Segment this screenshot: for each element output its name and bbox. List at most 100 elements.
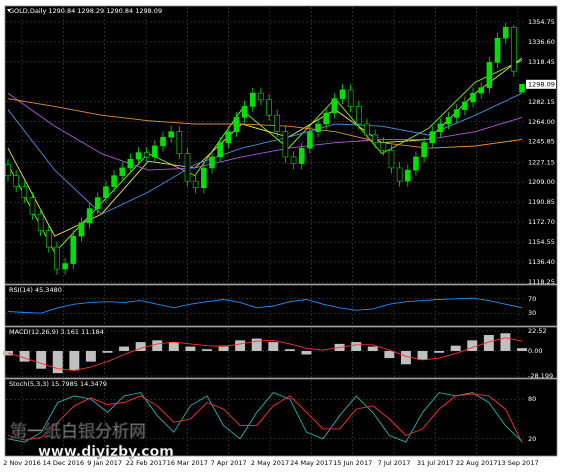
candle-body <box>266 99 272 116</box>
macd-bar <box>434 350 445 353</box>
macd-bar <box>367 346 378 351</box>
candle-body <box>258 92 264 101</box>
y-tick-label: 1118.25 <box>528 278 555 286</box>
macd-bar <box>168 342 179 351</box>
x-tick-label: 2 Nov 2016 <box>3 459 41 467</box>
line <box>7 392 523 443</box>
candle-body <box>494 37 501 63</box>
candle-body <box>307 131 313 149</box>
candle-body <box>339 89 346 99</box>
candle-body <box>201 167 207 189</box>
macd-bar <box>251 338 262 351</box>
candle-body <box>103 186 109 198</box>
candle-body <box>168 131 174 138</box>
candle-body <box>54 246 60 270</box>
macd-bar <box>69 350 80 371</box>
candle-body <box>331 98 338 114</box>
candle-body <box>486 62 493 88</box>
candle-body <box>470 92 476 103</box>
candle-body <box>209 156 215 169</box>
macd-bar <box>102 350 113 353</box>
y-tick-label: 1282.15 <box>528 98 555 106</box>
panel-title: MACD(12,26,9) 3.161 11.184 <box>9 328 104 336</box>
macd-bar <box>85 350 96 362</box>
y-tick-label: 70 <box>528 295 536 303</box>
y-tick-label: 1209.00 <box>528 178 555 186</box>
x-tick-label: 7 Jul 2017 <box>378 459 411 467</box>
candle-body <box>413 156 419 171</box>
candle-body <box>388 150 395 169</box>
macd-bar <box>351 342 362 351</box>
panel <box>4 378 558 457</box>
macd-bar <box>301 350 312 355</box>
candle-body <box>453 109 460 118</box>
macd-bar <box>36 350 47 369</box>
x-tick-label: 2 May 2017 <box>251 459 289 467</box>
candle-body <box>511 26 517 72</box>
candle-body <box>37 213 44 231</box>
candle-body <box>21 186 28 198</box>
x-tick-label: 16 Mar 2017 <box>167 459 208 467</box>
candle-body <box>184 153 191 182</box>
panel-title: RSI(14) 45.3480 <box>9 286 62 294</box>
y-tick-label: -28.199 <box>528 372 553 380</box>
line <box>7 297 523 314</box>
candle-body <box>429 131 436 143</box>
candle-body <box>70 235 77 264</box>
x-tick-label: 15 Jun 2017 <box>333 459 372 467</box>
y-tick-label: 1264.00 <box>528 118 555 126</box>
candle-body <box>225 131 232 143</box>
line <box>7 92 523 215</box>
macd-bar <box>517 348 527 351</box>
macd-bar <box>52 350 63 374</box>
candle-body <box>274 114 281 132</box>
x-tick-label: 24 May 2017 <box>290 459 332 467</box>
candle-body <box>356 106 362 125</box>
macd-bar <box>201 349 212 351</box>
current-price: 1298.09 <box>528 80 555 88</box>
candle-body <box>127 158 134 169</box>
y-tick-label: 20 <box>528 435 536 443</box>
macd-bar <box>417 350 428 360</box>
macd-bar <box>185 346 196 351</box>
panel <box>4 284 558 327</box>
candle-body <box>78 222 85 237</box>
candle-body <box>217 142 223 158</box>
candle-body <box>192 180 199 189</box>
x-tick-label: 22 Feb 2017 <box>126 459 166 467</box>
candle-body <box>347 89 354 107</box>
candle-body <box>176 131 183 154</box>
y-tick-label: 0.00 <box>528 347 542 355</box>
candle-body <box>45 230 52 248</box>
macd-bar <box>284 349 295 351</box>
candle-body <box>519 83 525 93</box>
candle-body <box>135 152 142 160</box>
y-tick-label: 1245.85 <box>528 138 555 146</box>
y-tick-label: 1172.70 <box>528 218 555 226</box>
candle-body <box>249 92 256 107</box>
candle-body <box>119 167 126 176</box>
candle-body <box>445 117 452 125</box>
macd-bar <box>500 333 511 351</box>
y-tick-label: 80 <box>528 395 536 403</box>
candle-body <box>143 152 150 158</box>
candle-body <box>380 142 387 151</box>
candle-body <box>462 101 468 110</box>
macd-bar <box>467 340 478 351</box>
macd-bar <box>384 350 395 359</box>
candle-body <box>478 87 485 94</box>
y-tick-label: 1227.15 <box>528 158 555 166</box>
watermark-url: www.diyizby.com <box>38 444 174 460</box>
candle-body <box>437 123 444 132</box>
macd-bar <box>268 342 279 351</box>
macd-bar <box>483 335 494 351</box>
line <box>7 92 523 171</box>
x-tick-label: 22 Aug 2017 <box>456 459 498 467</box>
candle-body <box>372 134 378 143</box>
candle-body <box>290 156 297 164</box>
panel <box>4 5 558 285</box>
candle-body <box>62 263 68 270</box>
y-tick-label: 1136.40 <box>528 258 555 266</box>
line <box>7 59 523 254</box>
